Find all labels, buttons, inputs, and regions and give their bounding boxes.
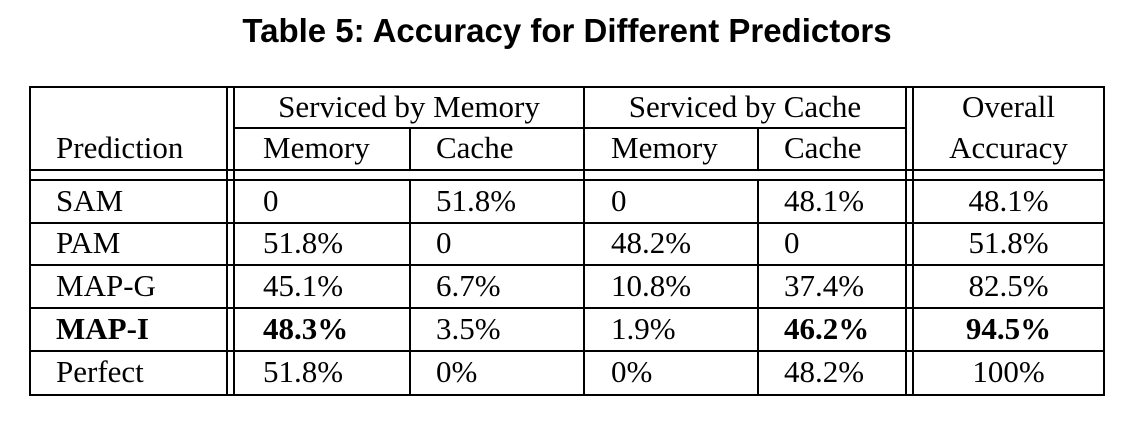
rule-group-underline — [233, 127, 906, 129]
cell-cache-mem: 0 — [611, 183, 627, 218]
row-label: SAM — [56, 183, 124, 218]
rule-row-2 — [29, 264, 1105, 266]
cell-mem-mem: 51.8% — [263, 225, 344, 260]
cell-overall: 100% — [972, 354, 1045, 389]
cell-overall: 48.1% — [968, 183, 1049, 218]
cell-mem-mem: 45.1% — [263, 268, 344, 303]
rule-header-bottom-1 — [29, 169, 1105, 171]
row-label: Perfect — [56, 354, 144, 389]
rule-top — [29, 86, 1105, 88]
rule-header-bottom-2 — [29, 179, 1105, 181]
cell-mem-cache: 0 — [436, 225, 452, 260]
cell-cache-cache: 0 — [784, 225, 800, 260]
cell-overall: 94.5% — [965, 311, 1052, 346]
header-serviced-by-memory: Serviced by Memory — [278, 89, 540, 124]
accuracy-table: Serviced by Memory Serviced by Cache Ove… — [29, 86, 1105, 396]
cell-cache-mem: 10.8% — [611, 268, 692, 303]
cell-mem-cache: 51.8% — [436, 183, 517, 218]
rule-sub-2-head — [757, 127, 759, 171]
rule-left — [29, 86, 31, 396]
rule-sub-2 — [757, 179, 759, 396]
header-prediction: Prediction — [56, 130, 184, 165]
header-memory-1: Memory — [263, 130, 370, 165]
cell-cache-mem: 48.2% — [611, 225, 692, 260]
header-accuracy: Accuracy — [949, 130, 1068, 165]
cell-cache-cache: 48.1% — [784, 183, 865, 218]
header-serviced-by-cache: Serviced by Cache — [628, 89, 862, 124]
rule-row-1 — [29, 222, 1105, 224]
header-memory-2: Memory — [611, 130, 718, 165]
cell-cache-cache: 46.2% — [784, 311, 870, 346]
cell-cache-cache: 37.4% — [784, 268, 865, 303]
table-caption: Table 5: Accuracy for Different Predicto… — [242, 12, 892, 49]
rule-label-double-2 — [233, 86, 235, 396]
cell-mem-mem: 0 — [263, 183, 279, 218]
rule-label-double-1 — [226, 86, 228, 396]
row-label: MAP-I — [56, 311, 149, 346]
header-overall: Overall — [962, 89, 1055, 124]
cell-cache-mem: 1.9% — [611, 311, 676, 346]
rule-sub-1 — [409, 179, 411, 396]
header-cache-2: Cache — [784, 130, 862, 165]
cell-mem-mem: 51.8% — [263, 354, 344, 389]
cell-mem-mem: 48.3% — [263, 311, 349, 346]
rule-row-4 — [29, 350, 1105, 352]
cell-mem-cache: 6.7% — [436, 268, 501, 303]
rule-row-3 — [29, 307, 1105, 309]
rule-group-divider — [583, 86, 585, 396]
rule-bottom — [29, 394, 1105, 396]
cell-overall: 82.5% — [968, 268, 1049, 303]
cell-mem-cache: 3.5% — [436, 311, 501, 346]
rule-right — [1103, 86, 1105, 396]
rule-sub-1-head — [409, 127, 411, 171]
cell-cache-mem: 0% — [611, 354, 653, 389]
header-cache-1: Cache — [436, 130, 514, 165]
rule-overall-double-1 — [905, 86, 907, 396]
rule-overall-double-2 — [912, 86, 914, 396]
cell-mem-cache: 0% — [436, 354, 478, 389]
row-label: MAP-G — [56, 268, 156, 303]
cell-cache-cache: 48.2% — [784, 354, 865, 389]
row-label: PAM — [56, 225, 121, 260]
cell-overall: 51.8% — [968, 225, 1049, 260]
